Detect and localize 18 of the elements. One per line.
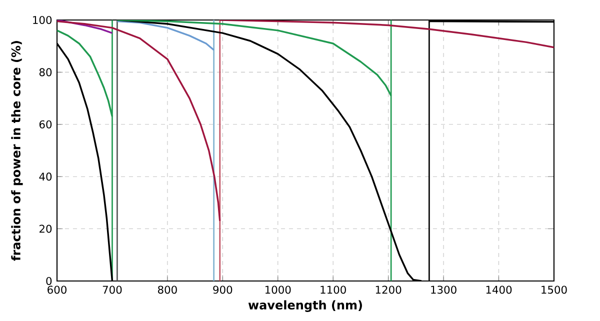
x-tick-label: 1100 [320, 286, 346, 294]
x-tick-label: 1400 [486, 286, 512, 294]
y-tick-label: 100 [33, 16, 52, 24]
x-tick-label: 600 [48, 286, 66, 294]
y-tick-label: 0 [46, 276, 52, 286]
x-tick-label: 1200 [376, 286, 402, 294]
y-tick-label: 20 [40, 224, 52, 233]
x-tick-label: 800 [158, 286, 177, 294]
y-tick-label: 80 [39, 68, 52, 76]
x-axis-title: wavelength (nm) [248, 300, 362, 312]
y-axis-title: fraction of power in the core (%) [11, 41, 23, 261]
x-tick-label: 1500 [542, 286, 567, 294]
x-tick-label: 700 [102, 286, 122, 294]
x-tick-label: 900 [213, 286, 232, 294]
x-tick-label: 1300 [431, 286, 456, 294]
y-tick-label: 40 [39, 172, 52, 181]
x-tick-label: 1000 [265, 286, 291, 294]
y-tick-label: 60 [39, 120, 52, 128]
